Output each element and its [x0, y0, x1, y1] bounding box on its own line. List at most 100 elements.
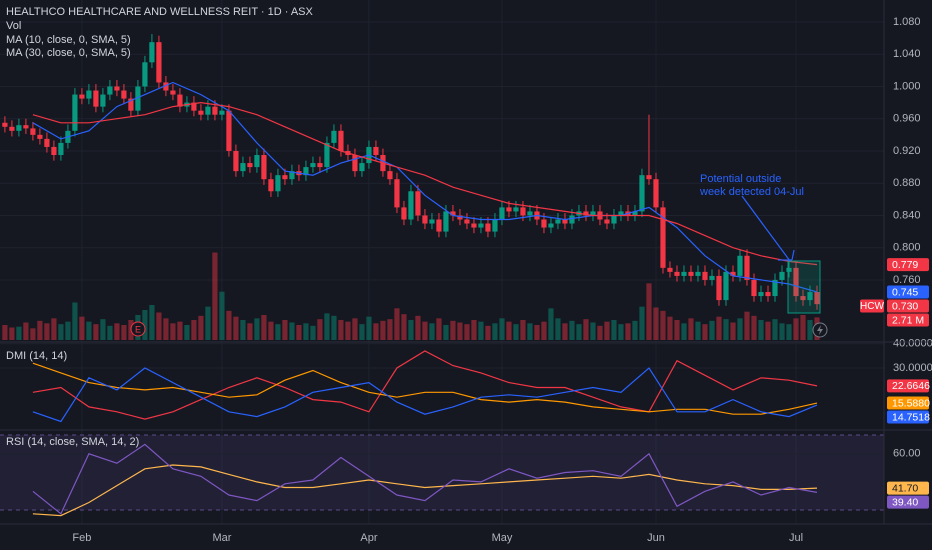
volume-bar	[51, 318, 57, 340]
volume-bar	[562, 323, 568, 340]
candle-body	[653, 179, 659, 208]
candle-body	[457, 215, 463, 220]
volume-bar	[520, 320, 526, 340]
candle-body	[492, 219, 498, 232]
y-tick-label: 60.00	[893, 448, 921, 460]
candle-body	[618, 211, 624, 216]
candle-body	[674, 271, 680, 276]
volume-bar	[163, 318, 169, 340]
volume-bar	[422, 321, 428, 340]
candle-body	[275, 175, 281, 192]
volume-bar	[583, 319, 589, 340]
candle-body	[394, 179, 400, 208]
volume-bar	[23, 322, 29, 340]
candle-body	[716, 275, 722, 301]
y-tick-label: 0.760	[893, 274, 921, 286]
volume-bar	[107, 325, 113, 340]
candle-body	[331, 130, 337, 143]
candle-body	[422, 215, 428, 224]
volume-bar	[261, 315, 267, 340]
pane-title: DMI (14, 14)	[6, 350, 67, 362]
price-badge-label: 15.5880	[892, 397, 930, 409]
indicator-line	[32, 443, 818, 515]
candle-body	[86, 90, 92, 99]
earnings-icon-glyph[interactable]: E	[135, 324, 141, 334]
volume-bar	[499, 318, 505, 340]
annotation-arrow	[791, 249, 795, 261]
volume-bar	[289, 322, 295, 340]
candle-body	[212, 106, 218, 115]
candle-body	[219, 110, 225, 115]
volume-bar	[646, 283, 652, 340]
candle-body	[156, 42, 162, 83]
volume-bar	[492, 323, 498, 340]
candle-body	[583, 211, 589, 216]
earnings-icon[interactable]	[130, 321, 146, 337]
candle-body	[709, 275, 715, 280]
price-badge-label: 0.779	[892, 259, 918, 271]
x-tick-label: Feb	[72, 532, 91, 544]
volume-bar	[198, 315, 204, 340]
volume-bar	[702, 324, 708, 340]
price-badge	[887, 285, 929, 299]
volume-bar	[233, 316, 239, 340]
volume-bar	[506, 321, 512, 340]
price-badge-label: 22.6646	[892, 380, 930, 392]
candle-body	[142, 62, 148, 87]
candle-body	[667, 267, 673, 272]
candle-body	[135, 86, 141, 111]
volume-bar	[380, 320, 386, 340]
candle-body	[793, 267, 799, 297]
y-tick-label: 1.000	[893, 80, 921, 92]
pattern-box	[787, 260, 821, 314]
volume-bar	[303, 323, 309, 340]
symbol-badge	[860, 299, 884, 313]
volume-bar	[415, 315, 421, 340]
volume-bar	[212, 252, 218, 340]
volume-bar	[695, 321, 701, 340]
price-badge	[887, 481, 929, 495]
candle-body	[30, 128, 36, 135]
candle-body	[562, 219, 568, 224]
volume-bar	[254, 318, 260, 340]
candle-body	[443, 211, 449, 232]
volume-bar	[800, 315, 806, 340]
candle-body	[317, 163, 323, 168]
candle-body	[555, 219, 561, 224]
rsi-band	[0, 435, 884, 511]
candle-body	[520, 207, 526, 216]
price-badge	[887, 258, 929, 272]
volume-bar	[352, 318, 358, 340]
candle-body	[436, 219, 442, 232]
candle-body	[471, 223, 477, 228]
candle-body	[177, 94, 183, 107]
candle-body	[352, 155, 358, 172]
volume-bar	[2, 325, 8, 340]
candle-body	[163, 82, 169, 91]
y-tick-label: 1.080	[893, 16, 921, 28]
candle-body	[121, 90, 127, 99]
candle-body	[772, 279, 778, 297]
price-badge-label: 0.745	[892, 286, 918, 298]
volume-bar	[534, 325, 540, 340]
volume-bar	[765, 321, 771, 340]
candle-body	[226, 110, 232, 151]
volume-bar	[72, 302, 78, 340]
y-tick-label: 0.800	[893, 242, 921, 254]
volume-bar	[65, 321, 71, 340]
volume-bar	[359, 324, 365, 340]
badges: 0.779 0.745 HCW 0.730 2.71 M 22.6646 15.5880 14…	[860, 258, 930, 509]
volume-bar	[653, 307, 659, 340]
volume-bar	[387, 319, 393, 340]
volume-bar	[177, 321, 183, 340]
dividend-icon-glyph[interactable]	[817, 325, 823, 335]
y-tick-label: 30.0000	[893, 362, 932, 374]
candle-body	[765, 292, 771, 297]
volume-bar	[394, 308, 400, 340]
candle-body	[170, 90, 176, 95]
legend-entry: Vol	[6, 20, 21, 32]
candle-body	[233, 150, 239, 172]
volume-bar	[779, 323, 785, 340]
volume-bar	[226, 310, 232, 340]
